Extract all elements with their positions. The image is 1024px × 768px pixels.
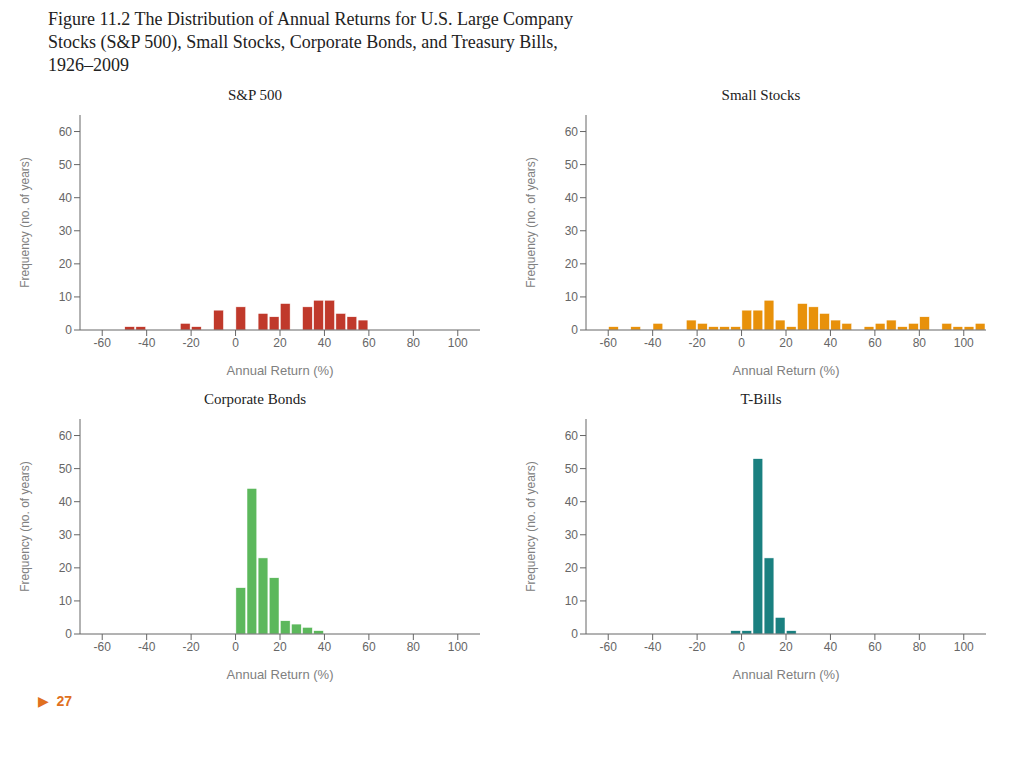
svg-text:60: 60 xyxy=(868,640,882,654)
svg-text:100: 100 xyxy=(448,336,468,350)
svg-text:60: 60 xyxy=(362,336,376,350)
svg-text:0: 0 xyxy=(65,627,72,641)
svg-text:-20: -20 xyxy=(688,640,706,654)
svg-text:80: 80 xyxy=(913,640,927,654)
svg-text:10: 10 xyxy=(565,594,579,608)
svg-text:-20: -20 xyxy=(182,640,200,654)
svg-text:50: 50 xyxy=(59,158,73,172)
svg-text:Frequency (no. of years): Frequency (no. of years) xyxy=(18,157,32,288)
html-text:S&P 500: S&P 500 xyxy=(228,87,282,103)
svg-text:80: 80 xyxy=(407,336,421,350)
svg-text:80: 80 xyxy=(913,336,927,350)
svg-text:-60: -60 xyxy=(94,640,112,654)
svg-text:-60: -60 xyxy=(600,336,618,350)
svg-text:0: 0 xyxy=(738,640,745,654)
svg-text:40: 40 xyxy=(318,640,332,654)
svg-text:30: 30 xyxy=(565,224,579,238)
svg-text:40: 40 xyxy=(824,640,838,654)
svg-text:Frequency (no. of years): Frequency (no. of years) xyxy=(18,461,32,592)
svg-text:-20: -20 xyxy=(182,336,200,350)
svg-text:20: 20 xyxy=(779,336,793,350)
html-text:1926–2009: 1926–2009 xyxy=(48,55,129,75)
svg-text:-40: -40 xyxy=(644,640,662,654)
svg-text:Annual Return (%): Annual Return (%) xyxy=(227,363,334,378)
svg-text:50: 50 xyxy=(565,158,579,172)
svg-text:0: 0 xyxy=(571,627,578,641)
svg-text:20: 20 xyxy=(59,561,73,575)
html-text:▶ 27: ▶ 27 xyxy=(38,693,73,709)
svg-text:Annual Return (%): Annual Return (%) xyxy=(227,667,334,682)
svg-text:50: 50 xyxy=(59,462,73,476)
svg-text:20: 20 xyxy=(565,257,579,271)
svg-text:Annual Return (%): Annual Return (%) xyxy=(733,667,840,682)
svg-text:20: 20 xyxy=(273,640,287,654)
svg-text:Frequency (no. of years): Frequency (no. of years) xyxy=(524,157,538,288)
svg-text:20: 20 xyxy=(565,561,579,575)
svg-text:0: 0 xyxy=(738,336,745,350)
html-text:Figure 11.2 The Distribution o: Figure 11.2 The Distribution of Annual R… xyxy=(48,9,574,29)
svg-text:0: 0 xyxy=(65,323,72,337)
svg-text:40: 40 xyxy=(565,191,579,205)
svg-text:20: 20 xyxy=(59,257,73,271)
svg-text:40: 40 xyxy=(565,495,579,509)
svg-text:10: 10 xyxy=(565,290,579,304)
svg-text:10: 10 xyxy=(59,594,73,608)
svg-text:30: 30 xyxy=(565,528,579,542)
html-text:T-Bills: T-Bills xyxy=(740,391,782,407)
svg-text:Annual Return (%): Annual Return (%) xyxy=(733,363,840,378)
svg-text:-40: -40 xyxy=(138,640,156,654)
svg-text:100: 100 xyxy=(954,640,974,654)
svg-text:-40: -40 xyxy=(138,336,156,350)
svg-text:-40: -40 xyxy=(644,336,662,350)
html-text:Small Stocks: Small Stocks xyxy=(721,87,801,103)
svg-text:60: 60 xyxy=(565,125,579,139)
svg-text:20: 20 xyxy=(273,336,287,350)
svg-text:60: 60 xyxy=(59,429,73,443)
svg-text:40: 40 xyxy=(59,191,73,205)
svg-text:60: 60 xyxy=(565,429,579,443)
svg-text:-60: -60 xyxy=(94,336,112,350)
html-text:Corporate Bonds: Corporate Bonds xyxy=(204,391,306,407)
svg-text:10: 10 xyxy=(59,290,73,304)
svg-text:0: 0 xyxy=(232,336,239,350)
svg-text:50: 50 xyxy=(565,462,579,476)
svg-text:60: 60 xyxy=(362,640,376,654)
svg-text:100: 100 xyxy=(448,640,468,654)
svg-text:40: 40 xyxy=(59,495,73,509)
svg-text:Frequency (no. of years): Frequency (no. of years) xyxy=(524,461,538,592)
svg-text:30: 30 xyxy=(59,528,73,542)
svg-text:0: 0 xyxy=(232,640,239,654)
svg-text:40: 40 xyxy=(824,336,838,350)
svg-text:40: 40 xyxy=(318,336,332,350)
svg-text:100: 100 xyxy=(954,336,974,350)
html-text:Stocks (S&P 500), Small Stocks: Stocks (S&P 500), Small Stocks, Corporat… xyxy=(48,32,558,52)
svg-text:30: 30 xyxy=(59,224,73,238)
svg-text:20: 20 xyxy=(779,640,793,654)
svg-text:0: 0 xyxy=(571,323,578,337)
svg-text:-60: -60 xyxy=(600,640,618,654)
svg-text:60: 60 xyxy=(59,125,73,139)
svg-text:-20: -20 xyxy=(688,336,706,350)
svg-text:60: 60 xyxy=(868,336,882,350)
svg-text:80: 80 xyxy=(407,640,421,654)
